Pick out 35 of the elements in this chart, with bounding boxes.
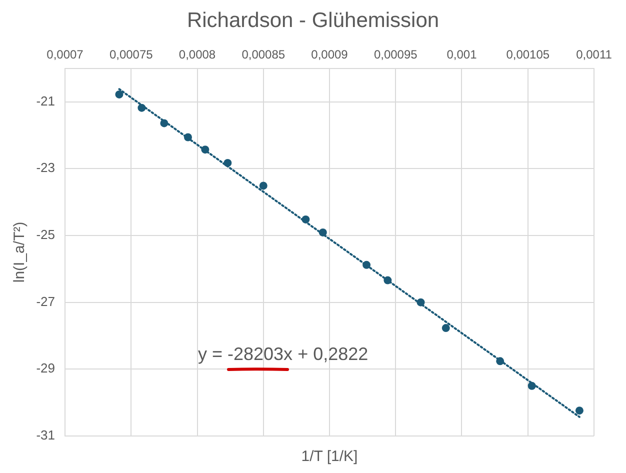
x-tick-label: 0,0011 <box>576 48 612 62</box>
annotation: y = -28203x + 0,2822 <box>198 344 368 364</box>
point <box>318 228 327 236</box>
point <box>416 298 425 306</box>
x-tick-label: 0,00075 <box>109 48 154 62</box>
point <box>115 90 124 98</box>
point <box>302 215 310 224</box>
point <box>575 406 584 415</box>
y-tick-label: -29 <box>36 360 55 376</box>
x-tick-label: 0,0007 <box>46 48 84 62</box>
x-tick-label: 0,001 <box>446 48 478 62</box>
point <box>138 104 146 112</box>
point <box>259 182 268 190</box>
x-tick-label: 0,00095 <box>374 48 418 62</box>
point <box>362 260 371 269</box>
point <box>201 146 210 154</box>
y-tick-label: -27 <box>36 294 55 309</box>
x-tick-label: 0,00085 <box>242 48 286 62</box>
point <box>224 158 232 167</box>
point <box>160 119 168 128</box>
point <box>184 133 192 142</box>
x-tick-label: 0,0009 <box>311 48 348 62</box>
chart-title: Richardson - Glühemission <box>186 8 440 32</box>
y-axis-title: ln(I_a/T²) <box>11 222 28 283</box>
point <box>442 324 450 332</box>
x-tick-label: 0,00105 <box>506 48 550 62</box>
x-axis-title: 1/T [1/K] <box>301 448 358 466</box>
y-tick-label: -23 <box>36 160 55 176</box>
x-tick-label: 0,0008 <box>178 48 216 62</box>
y-tick-label: -25 <box>36 227 55 242</box>
y-tick-label: -31 <box>36 428 55 443</box>
point <box>496 357 504 366</box>
y-tick-label: -21 <box>36 93 55 108</box>
point <box>384 276 392 284</box>
point <box>528 382 536 390</box>
